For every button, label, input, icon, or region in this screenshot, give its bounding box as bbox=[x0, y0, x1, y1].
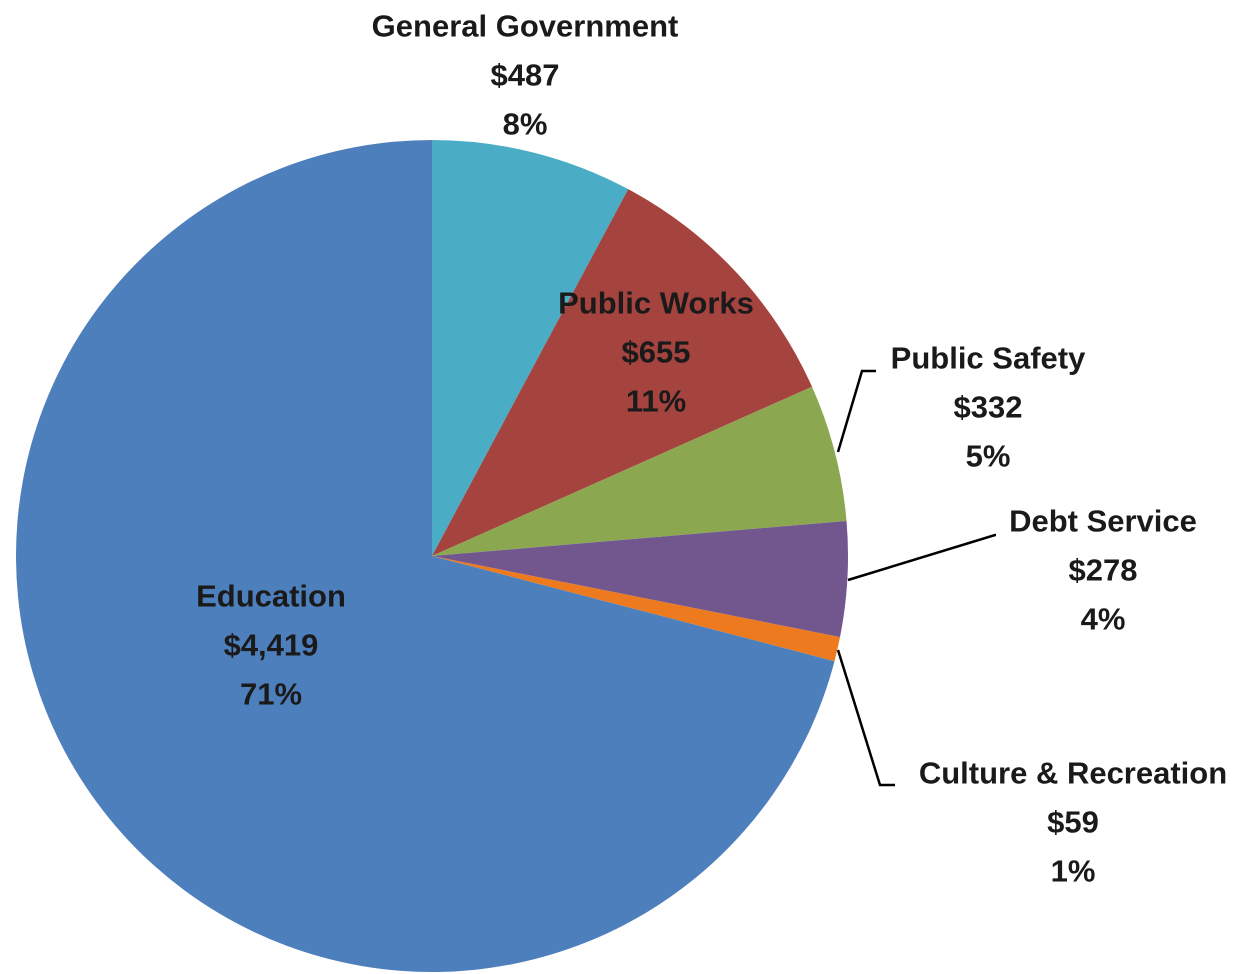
slice-label-general-government: General Government $487 8% bbox=[372, 9, 679, 142]
slice-label-culture-and-recreation: Culture & Recreation $59 1% bbox=[919, 756, 1227, 889]
pie-slice-public-safety bbox=[432, 386, 847, 556]
pie-slice-education bbox=[16, 140, 835, 972]
pie-slice-public-works bbox=[432, 189, 813, 556]
slice-name-label: Debt Service bbox=[1009, 504, 1197, 539]
slice-percent-label: 11% bbox=[626, 384, 686, 419]
leader-line-public-safety bbox=[836, 369, 876, 453]
slice-percent-label: 1% bbox=[1051, 854, 1096, 889]
slice-label-public-safety: Public Safety $332 5% bbox=[891, 341, 1086, 474]
slice-value-label: $655 bbox=[622, 335, 691, 370]
pie-slice-culture-and-recreation bbox=[432, 556, 841, 662]
leader-lines bbox=[836, 369, 996, 787]
slice-value-label: $487 bbox=[491, 58, 560, 93]
slice-labels: General Government $487 8% Public Works $655… bbox=[196, 9, 1227, 889]
slice-label-debt-service: Debt Service $278 4% bbox=[1009, 504, 1197, 637]
slice-value-label: $4,419 bbox=[224, 628, 319, 663]
slice-label-education: Education $4,419 71% bbox=[196, 579, 346, 712]
slice-percent-label: 71% bbox=[240, 677, 302, 712]
pie-slice-debt-service bbox=[432, 521, 849, 638]
slice-name-label: Culture & Recreation bbox=[919, 756, 1227, 791]
slice-name-label: Public Works bbox=[558, 286, 754, 321]
slice-percent-label: 8% bbox=[503, 107, 548, 142]
pie-slices bbox=[16, 140, 849, 972]
slice-value-label: $278 bbox=[1069, 553, 1138, 588]
slice-name-label: Public Safety bbox=[891, 341, 1086, 376]
pie-slice-general-government bbox=[432, 140, 629, 556]
leader-line-culture-and-recreation bbox=[836, 649, 895, 787]
slice-name-label: Education bbox=[196, 579, 346, 614]
slice-value-label: $59 bbox=[1047, 805, 1099, 840]
leader-line-debt-service bbox=[847, 533, 996, 582]
slice-name-label: General Government bbox=[372, 9, 679, 44]
slice-percent-label: 4% bbox=[1081, 602, 1126, 637]
slice-value-label: $332 bbox=[954, 390, 1023, 425]
slice-percent-label: 5% bbox=[966, 439, 1011, 474]
slice-label-public-works: Public Works $655 11% bbox=[558, 286, 754, 419]
